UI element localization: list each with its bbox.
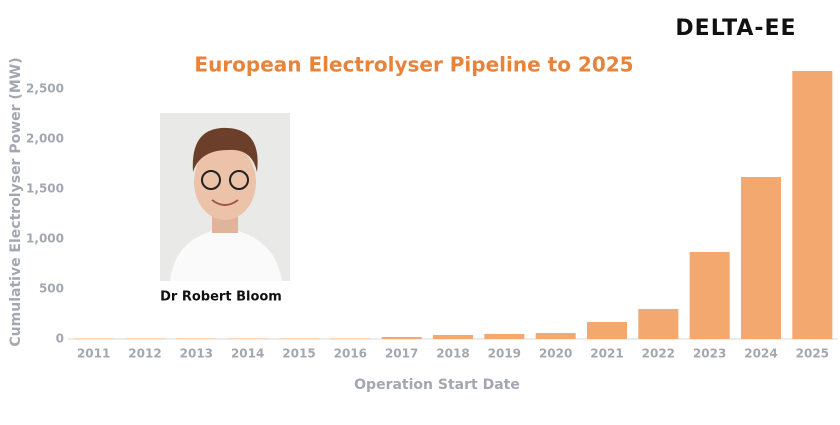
bar xyxy=(792,71,833,339)
bar xyxy=(432,335,474,339)
x-tick-label: 2024 xyxy=(744,347,777,361)
bar xyxy=(689,252,730,339)
photo-hair xyxy=(192,127,258,172)
x-tick-label: 2016 xyxy=(334,347,367,361)
y-tick-label: 2,000 xyxy=(26,132,64,146)
photo-face xyxy=(194,144,256,220)
y-tick-label: 1,000 xyxy=(26,232,64,246)
bar xyxy=(381,337,422,339)
x-tick-label: 2011 xyxy=(77,347,110,361)
chart-title: European Electrolyser Pipeline to 2025 xyxy=(194,53,633,77)
bar xyxy=(638,309,679,339)
x-axis-title: Operation Start Date xyxy=(354,377,520,393)
bar xyxy=(586,322,628,339)
bar xyxy=(278,338,320,339)
photo-caption: Dr Robert Bloom xyxy=(160,290,282,305)
y-tick-label: 2,500 xyxy=(26,82,64,96)
x-tick-label: 2022 xyxy=(642,347,675,361)
y-tick-label: 1,500 xyxy=(26,182,64,196)
x-tick-label: 2021 xyxy=(590,347,623,361)
x-tick-label: 2018 xyxy=(436,347,469,361)
bar xyxy=(740,177,782,339)
x-tick-label: 2019 xyxy=(488,347,521,361)
bar xyxy=(176,338,217,339)
x-tick-label: 2015 xyxy=(282,347,315,361)
bar xyxy=(227,338,268,339)
photo-smile xyxy=(211,199,239,206)
x-tick-label: 2017 xyxy=(385,347,418,361)
bar xyxy=(124,338,166,339)
y-tick-label: 500 xyxy=(39,282,64,296)
photo-glasses xyxy=(201,170,221,190)
photo-glasses xyxy=(229,170,249,190)
y-tick-label: 0 xyxy=(56,332,64,346)
bar xyxy=(535,333,576,339)
x-tick-label: 2025 xyxy=(796,347,829,361)
bar xyxy=(73,338,114,339)
x-tick-label: 2014 xyxy=(231,347,264,361)
bar xyxy=(330,338,371,339)
x-tick-label: 2020 xyxy=(539,347,572,361)
x-tick-label: 2013 xyxy=(180,347,213,361)
photo-shirt xyxy=(170,228,282,281)
logo: DELTA-EE xyxy=(675,16,796,41)
x-tick-label: 2023 xyxy=(693,347,726,361)
y-axis-title: Cumulative Electrolyser Power (MW) xyxy=(8,57,24,346)
x-tick-label: 2012 xyxy=(128,347,161,361)
bar xyxy=(484,334,525,339)
photo xyxy=(160,113,290,281)
